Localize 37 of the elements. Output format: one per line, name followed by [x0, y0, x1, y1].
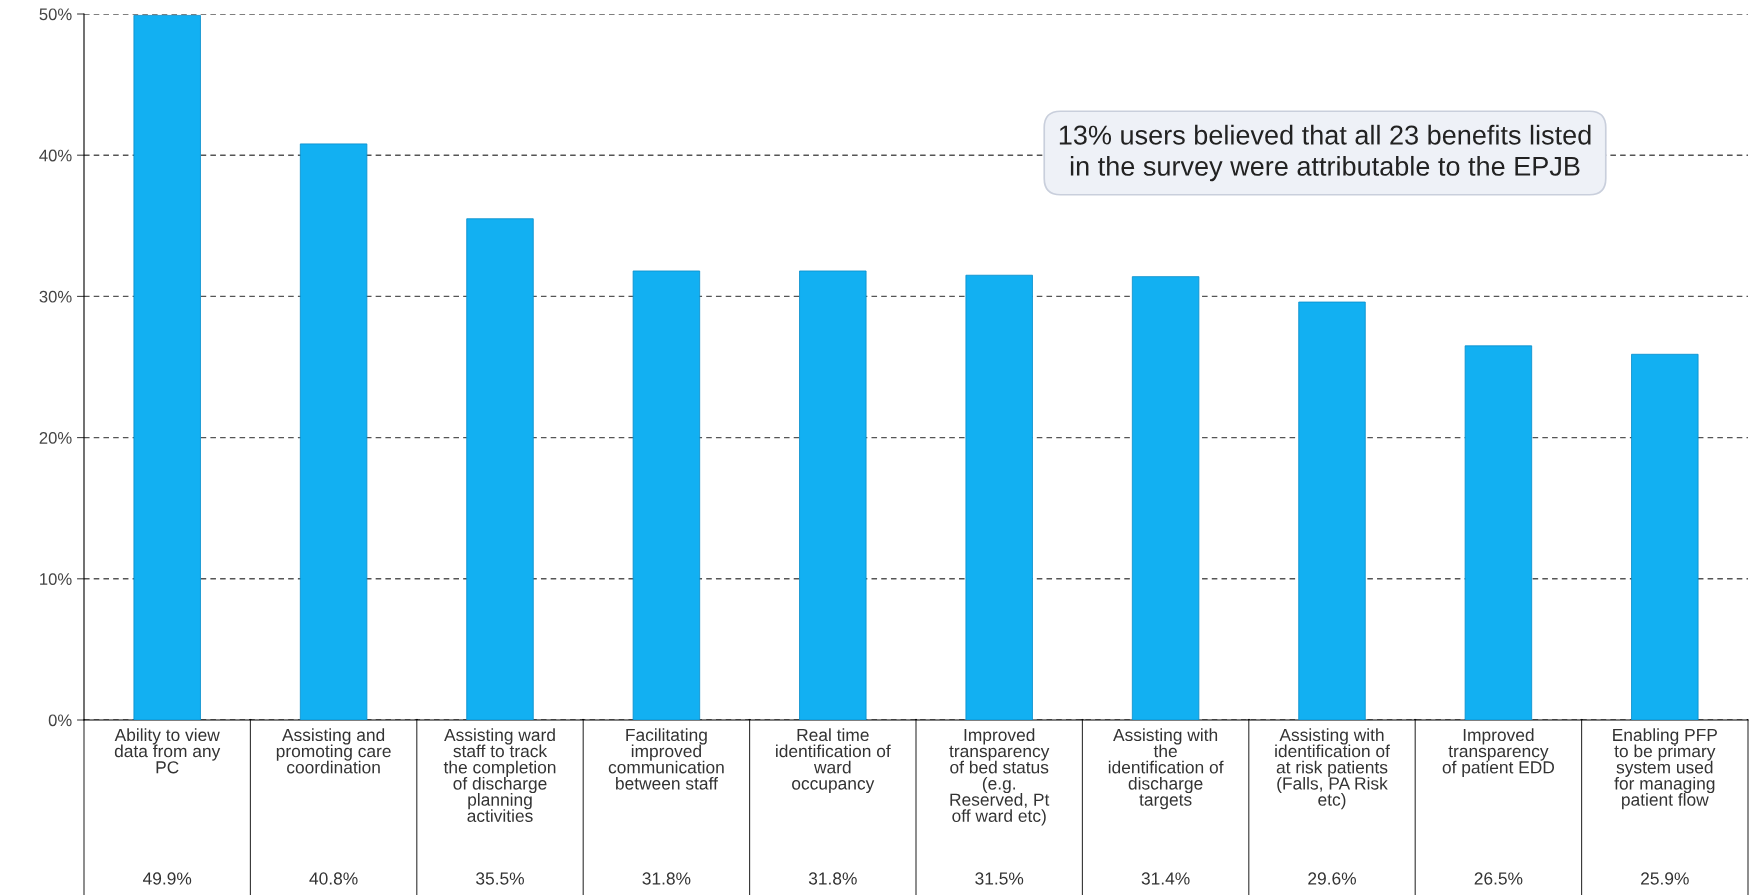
data-label: 40.8%	[309, 872, 358, 885]
y-tick-label: 10%	[40, 573, 72, 585]
x-tick-label: Assisting with the identification of discharge targets	[1108, 728, 1224, 810]
bar	[799, 270, 867, 720]
annotation: 13% users believed that all 23 benefits listed in the survey were attributable to the EPJB	[1059, 124, 1591, 182]
y-tick-label: 30%	[39, 290, 72, 303]
x-tick-label: Assisting ward staff to track the completion of discharge planning activities	[443, 728, 556, 822]
x-tick-label: Assisting with identification of at risk patients (Falls, PA Risk etc)	[1275, 728, 1390, 810]
data-label: 31.8%	[642, 872, 691, 885]
x-tick-label: Ability to view data from any PC	[114, 728, 221, 774]
bar	[1631, 353, 1699, 720]
x-tick-label: Assisting and promoting care coordination	[276, 728, 391, 774]
data-label: 31.4%	[1141, 872, 1190, 885]
bar	[1464, 345, 1533, 720]
data-label: 31.5%	[975, 872, 1024, 885]
bar	[1131, 276, 1200, 720]
x-tick-label: Enabling PFP to be primary system used for managing patient flow	[1613, 728, 1717, 810]
data-label: 26.5%	[1474, 872, 1523, 885]
x-tick-label: Facilitating improved communication between staff	[608, 728, 724, 790]
data-label: 31.8%	[808, 872, 857, 885]
bar	[299, 143, 368, 720]
bar	[632, 270, 701, 720]
bar	[466, 218, 534, 720]
data-label: 49.9%	[142, 872, 192, 885]
x-tick-label: Improved transparency of bed status (e.g. Reserved, Pt off ward etc)	[949, 728, 1050, 826]
y-tick-label: 40%	[39, 149, 72, 162]
y-tick-label: 50%	[39, 8, 72, 21]
data-label: 35.5%	[476, 872, 524, 885]
bar	[1298, 301, 1366, 720]
data-label: 25.9%	[1641, 872, 1689, 885]
x-tick-label: Real time identification of ward occupancy	[776, 728, 891, 794]
data-label: 29.6%	[1308, 872, 1356, 885]
bar	[133, 14, 201, 720]
x-tick-label: Improved transparency of patient EDD	[1442, 728, 1555, 777]
y-tick-label: 20%	[39, 432, 72, 444]
y-tick-label: 0%	[48, 714, 72, 727]
bar	[965, 274, 1033, 720]
